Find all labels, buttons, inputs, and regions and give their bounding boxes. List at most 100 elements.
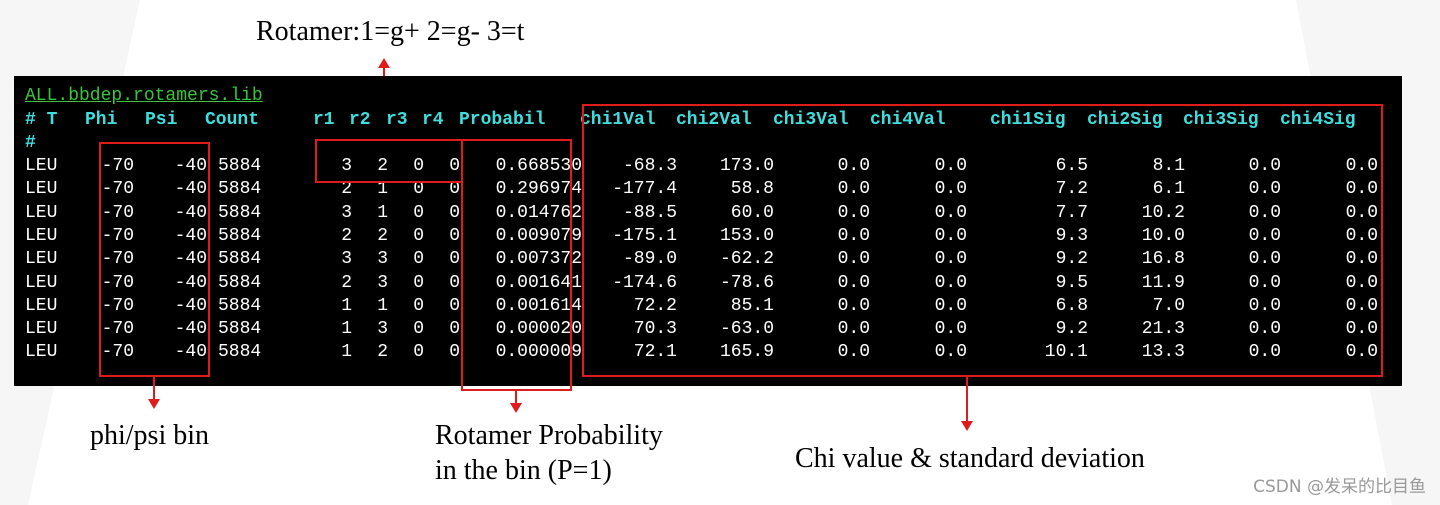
column-header-chi4-val: chi4Val (870, 110, 946, 130)
cell-chi4-val: 0.0 (934, 225, 967, 246)
cell-phi: -70 (101, 156, 134, 176)
cell-count: 5884 (218, 272, 262, 293)
probability-highlight-box (461, 139, 572, 391)
cell-phi: -70 (101, 319, 134, 340)
cell-chi3-val: 0.0 (837, 202, 870, 223)
table-row: LEU -70 -40 5884 1 3 0 0 0.000020 70.3 -63.0 0.0 0.0… (14, 319, 1402, 343)
cell-chi4-sig: 0.0 (1345, 202, 1378, 223)
filename-link[interactable]: ALL.bbdep.rotamers.lib (25, 86, 263, 106)
table-row: LEU -70 -40 5884 3 1 0 0 0.014762 -88.5 60.0 0.0 0.0… (14, 203, 1402, 227)
cell-chi3-val: 0.0 (837, 342, 870, 363)
cell-chi2-val: 165.9 (719, 342, 774, 363)
cell-chi1-val: 70.3 (633, 319, 677, 340)
cell-chi3-val: 0.0 (837, 319, 870, 340)
cell-chi3-val: 0.0 (837, 156, 870, 176)
cell-r4: 0 (449, 249, 460, 270)
cell-chi4-sig: 0.0 (1345, 295, 1378, 316)
column-header-psi: Psi (145, 110, 178, 130)
cell-psi: -40 (174, 225, 207, 246)
cell-chi3-val: 0.0 (837, 295, 870, 316)
rotamer-arrow-head (378, 58, 390, 68)
cell-r4: 0 (449, 295, 460, 316)
cell-r4: 0 (449, 202, 460, 223)
cell-chi1-sig: 9.3 (1055, 225, 1088, 246)
cell-chi3-val: 0.0 (837, 179, 870, 200)
cell-chi4-val: 0.0 (934, 295, 967, 316)
cell-type: LEU (25, 319, 58, 340)
cell-chi1-sig: 9.2 (1055, 249, 1088, 270)
column-header-phi: Phi (85, 110, 118, 130)
cell-chi2-val: -62.2 (719, 249, 774, 270)
table-row: LEU -70 -40 5884 3 3 0 0 0.007372 -89.0 -62.2 0.0 0.… (14, 249, 1402, 273)
cell-type: LEU (25, 272, 58, 293)
table-header-row: # T Phi Psi Count r1 r2 r3 r4 Probabil chi1Val chi… (14, 110, 1402, 134)
cell-psi: -40 (174, 249, 207, 270)
cell-chi1-sig: 10.1 (1044, 342, 1088, 363)
cell-r4: 0 (449, 156, 460, 176)
comment-marker: # (25, 133, 36, 153)
cell-chi1-sig: 9.2 (1055, 319, 1088, 340)
cell-psi: -40 (174, 272, 207, 293)
cell-count: 5884 (218, 156, 262, 176)
cell-probability: 0.001614 (495, 295, 582, 316)
cell-r3: 0 (413, 272, 424, 293)
cell-r2: 3 (377, 319, 388, 340)
cell-r2: 2 (377, 156, 388, 176)
table-row: LEU -70 -40 5884 2 1 0 0 0.296974 -177.4 58.8 0.0 0.… (14, 179, 1402, 203)
column-header-chi2-val: chi2Val (676, 110, 752, 130)
cell-chi4-sig: 0.0 (1345, 319, 1378, 340)
cell-r2: 2 (377, 342, 388, 363)
column-header-type: # T (25, 110, 58, 130)
column-header-r4: r4 (422, 110, 444, 130)
cell-chi2-sig: 21.3 (1141, 319, 1185, 340)
cell-r3: 0 (413, 295, 424, 316)
cell-r3: 0 (413, 249, 424, 270)
cell-r3: 0 (413, 319, 424, 340)
cell-count: 5884 (218, 295, 262, 316)
cell-chi4-val: 0.0 (934, 319, 967, 340)
cell-chi1-sig: 7.7 (1055, 202, 1088, 223)
cell-r4: 0 (449, 179, 460, 200)
column-header-probability: Probabil (459, 110, 546, 130)
cell-chi1-sig: 7.2 (1055, 179, 1088, 200)
column-header-r1: r1 (313, 110, 335, 130)
cell-chi4-sig: 0.0 (1345, 156, 1378, 176)
cell-chi4-val: 0.0 (934, 249, 967, 270)
chi-arrow-line (966, 377, 968, 421)
cell-r4: 0 (449, 272, 460, 293)
column-header-r2: r2 (349, 110, 371, 130)
cell-chi1-val: 72.1 (633, 342, 677, 363)
chi-label: Chi value & standard deviation (795, 443, 1145, 474)
cell-probability: 0.001641 (495, 272, 582, 293)
cell-chi3-sig: 0.0 (1248, 249, 1281, 270)
column-header-chi3-sig: chi3Sig (1183, 110, 1259, 130)
cell-probability: 0.000020 (495, 319, 582, 340)
cell-psi: -40 (174, 202, 207, 223)
cell-chi1-val: -89.0 (622, 249, 677, 270)
cell-chi4-val: 0.0 (934, 179, 967, 200)
cell-chi3-sig: 0.0 (1248, 272, 1281, 293)
chi-arrow-head (961, 421, 973, 431)
cell-chi1-val: -177.4 (612, 179, 677, 200)
cell-type: LEU (25, 295, 58, 316)
cell-r2: 1 (377, 179, 388, 200)
cell-count: 5884 (218, 249, 262, 270)
cell-probability: 0.007372 (495, 249, 582, 270)
cell-chi3-val: 0.0 (837, 272, 870, 293)
cell-r1: 1 (341, 295, 352, 316)
cell-r3: 0 (413, 202, 424, 223)
cell-r2: 2 (377, 225, 388, 246)
cell-r1: 2 (341, 225, 352, 246)
cell-chi3-sig: 0.0 (1248, 319, 1281, 340)
probability-label-line1: Rotamer Probability (435, 420, 663, 451)
column-header-chi2-sig: chi2Sig (1087, 110, 1163, 130)
cell-chi2-val: 173.0 (719, 156, 774, 176)
cell-type: LEU (25, 225, 58, 246)
cell-chi2-val: 58.8 (730, 179, 774, 200)
cell-probability: 0.000009 (495, 342, 582, 363)
table-row: LEU -70 -40 5884 2 2 0 0 0.009079 -175.1 153.0 0.0 0… (14, 226, 1402, 250)
table-row: LEU -70 -40 5884 1 1 0 0 0.001614 72.2 85.1 0.0 0.0 6… (14, 296, 1402, 320)
cell-r1: 2 (341, 272, 352, 293)
table-row: LEU -70 -40 5884 2 3 0 0 0.001641 -174.6 -78.6 0.0 0… (14, 273, 1402, 297)
cell-chi4-sig: 0.0 (1345, 272, 1378, 293)
